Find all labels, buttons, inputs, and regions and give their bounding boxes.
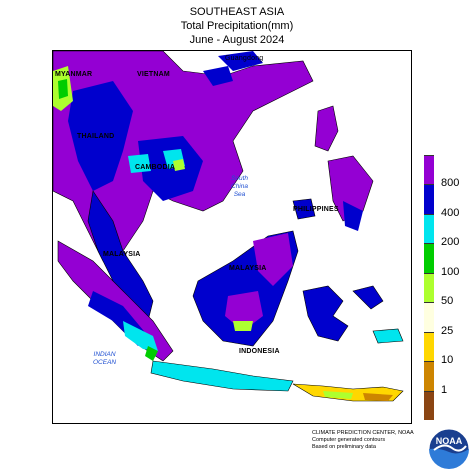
colorbar-label: 800 — [441, 177, 460, 190]
colorbar-swatch — [424, 302, 434, 332]
colorbar-label: 25 — [441, 324, 454, 337]
colorbar-swatch — [424, 184, 434, 214]
label-cambodia: CAMBODIA — [135, 164, 176, 171]
peninsula-sumatra — [57, 190, 174, 362]
map-period: June - August 2024 — [189, 34, 285, 46]
colorbar-swatch — [424, 213, 434, 244]
precipitation-colorbar — [424, 155, 434, 420]
colorbar-label: 200 — [441, 236, 460, 249]
label-thailand: THAILAND — [77, 133, 115, 140]
footer-line-1: CLIMATE PREDICTION CENTER, NOAA — [312, 430, 414, 436]
label-indonesia: INDONESIA — [239, 348, 280, 355]
footer-line-3: Based on preliminary data — [312, 444, 376, 450]
label-myanmar: MYANMAR — [55, 71, 93, 78]
map-subtitle: Total Precipitation(mm) — [180, 20, 294, 32]
label-philippines: PHILIPPINES — [293, 206, 339, 213]
colorbar-swatch — [424, 243, 434, 273]
colorbar-swatch — [424, 390, 434, 420]
colorbar-label: 100 — [441, 265, 460, 278]
borneo — [192, 230, 299, 347]
footer-credit: CLIMATE PREDICTION CENTER, NOAA Computer… — [312, 430, 414, 451]
label-vietnam: VIETNAM — [137, 71, 170, 78]
java-sunda — [150, 360, 404, 402]
colorbar-swatch — [424, 272, 434, 303]
map-title: SOUTHEAST ASIA — [189, 6, 285, 18]
label-malaysia-east: MALAYSIA — [229, 265, 267, 272]
colorbar-swatch — [424, 331, 434, 362]
colorbar-label: 400 — [441, 206, 460, 219]
colorbar-swatch — [424, 361, 434, 391]
map-canvas — [53, 51, 404, 402]
mainland-landmass — [53, 51, 314, 262]
label-south-china-sea: South China Sea — [231, 175, 248, 198]
noaa-logo-text: NOAA — [436, 436, 463, 446]
precipitation-map: MYANMAR VIETNAM Guangdong THAILAND CAMBO… — [52, 50, 412, 424]
footer-line-2: Computer generated contours — [312, 437, 386, 443]
label-malaysia-west: MALAYSIA — [103, 251, 141, 258]
philippines — [292, 105, 374, 231]
colorbar-swatch — [424, 155, 434, 185]
colorbar-label: 10 — [441, 354, 454, 367]
label-indian-ocean: INDIAN OCEAN — [93, 351, 117, 366]
colorbar-label: 50 — [441, 295, 454, 308]
label-guangdong: Guangdong — [225, 55, 264, 62]
colorbar-label: 1 — [441, 383, 448, 396]
sulawesi — [302, 285, 404, 344]
noaa-logo: NOAA — [428, 428, 470, 470]
